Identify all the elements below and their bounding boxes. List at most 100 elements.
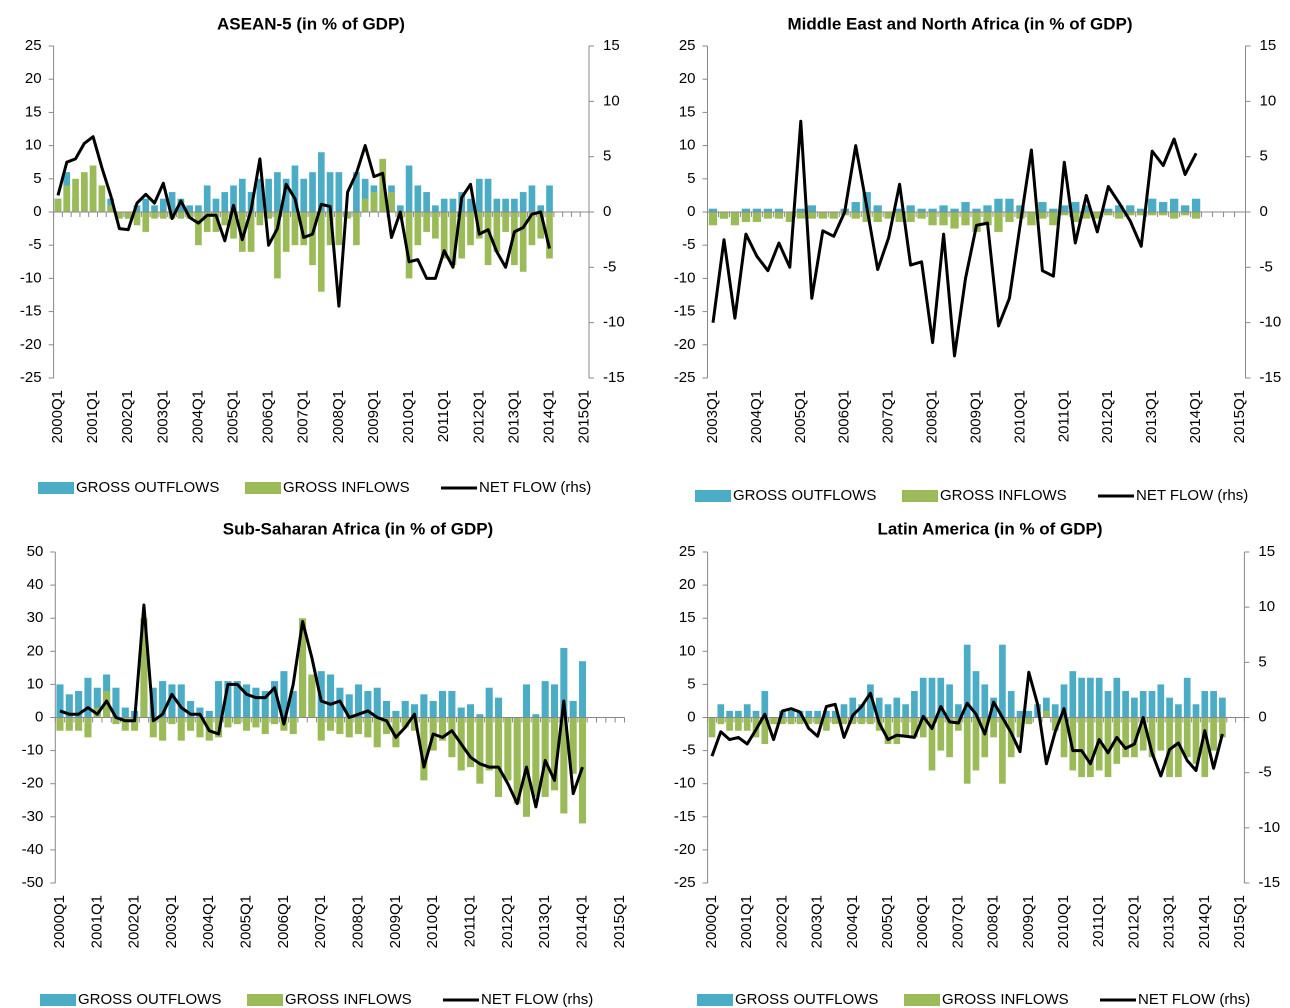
bar: [726, 710, 733, 718]
y2-tick-label: -15: [1258, 874, 1280, 891]
bar: [831, 710, 839, 718]
bar: [999, 644, 1006, 718]
bar: [1087, 677, 1094, 718]
bar: [54, 198, 62, 212]
bar: [493, 212, 501, 252]
x-tick-label: 2008Q1: [924, 390, 941, 443]
x-tick-label: 2011Q1: [1090, 895, 1107, 947]
bar: [1027, 212, 1036, 226]
bar: [405, 165, 413, 212]
y2-tick-label: -10: [1260, 314, 1282, 331]
bar: [840, 717, 848, 725]
legend-swatch: [904, 994, 940, 1006]
bar: [1191, 198, 1201, 212]
bar: [177, 717, 185, 741]
bar: [779, 717, 786, 725]
bar: [344, 212, 351, 219]
bar: [151, 205, 158, 212]
y2-tick-label: -10: [1258, 819, 1280, 836]
bar: [116, 212, 123, 219]
bar: [875, 697, 883, 718]
bar: [858, 704, 865, 718]
bar: [867, 717, 874, 725]
bar: [919, 717, 927, 738]
x-tick-label: 2009Q1: [365, 390, 382, 443]
bar: [195, 205, 202, 212]
x-tick-label: 2011Q1: [1055, 390, 1072, 442]
bar: [1158, 212, 1168, 216]
bar: [730, 212, 740, 226]
bar: [972, 212, 981, 232]
bar: [432, 205, 439, 212]
legend-swatch: [40, 994, 76, 1006]
bar: [972, 671, 980, 718]
x-tick-label: 2014Q1: [1187, 390, 1204, 443]
bar: [911, 717, 918, 738]
bar: [215, 681, 223, 718]
bar: [537, 212, 545, 239]
bar: [203, 185, 211, 212]
legend-label: GROSS OUTFLOWS: [78, 991, 221, 1008]
bar: [513, 717, 521, 804]
x-tick-label: 2007Q1: [880, 390, 897, 443]
bar: [829, 212, 838, 219]
bar: [511, 198, 518, 212]
y2-tick-label: -10: [603, 314, 625, 331]
bar: [1016, 717, 1024, 738]
bar: [438, 717, 447, 741]
x-tick-label: 2006Q1: [260, 390, 277, 443]
bar: [168, 717, 176, 725]
bar: [1104, 717, 1112, 778]
y-tick-label: 5: [687, 170, 695, 187]
bar: [893, 717, 901, 744]
bar: [961, 202, 970, 212]
bar: [401, 700, 409, 718]
bar: [1025, 710, 1033, 718]
bar: [928, 677, 936, 718]
bar: [983, 205, 992, 212]
y-tick-label: 0: [687, 708, 695, 725]
bar: [1180, 205, 1190, 212]
bar: [423, 212, 430, 232]
bar: [309, 172, 316, 212]
net-line: [710, 670, 1224, 778]
bar: [787, 710, 795, 718]
bar: [502, 212, 509, 232]
bar: [317, 212, 325, 292]
bar: [532, 714, 540, 718]
bar: [327, 717, 335, 731]
x-tick-label: 2002Q1: [126, 895, 143, 948]
bar: [485, 717, 493, 771]
bar: [177, 684, 185, 718]
bar: [265, 178, 272, 212]
x-tick-label: 2013Q1: [1161, 895, 1178, 948]
bar: [63, 185, 71, 212]
bar: [1060, 205, 1069, 212]
bar: [383, 717, 391, 735]
bar: [546, 212, 553, 259]
x-tick-label: 2004Q1: [200, 895, 217, 948]
bar: [423, 192, 430, 212]
bar: [238, 212, 246, 252]
bar: [467, 198, 474, 212]
bar: [440, 212, 448, 259]
x-tick-label: 2005Q1: [224, 390, 241, 443]
y2-tick-label: 15: [1260, 37, 1277, 54]
bar: [919, 677, 927, 718]
bar: [149, 717, 157, 738]
bar: [578, 661, 587, 718]
x-tick-label: 2011Q1: [435, 390, 452, 442]
legend-label: GROSS OUTFLOWS: [735, 991, 878, 1008]
bar: [299, 618, 307, 718]
bar: [177, 212, 185, 219]
bar: [928, 208, 937, 212]
bar: [56, 684, 64, 718]
bar: [770, 717, 777, 725]
x-tick-label: 2010Q1: [1055, 895, 1072, 948]
y2-tick-label: 10: [603, 92, 620, 109]
bar: [159, 681, 167, 718]
bar: [364, 717, 372, 738]
bar: [519, 212, 527, 272]
x-tick-label: 2010Q1: [1011, 390, 1028, 443]
bar: [196, 707, 204, 718]
